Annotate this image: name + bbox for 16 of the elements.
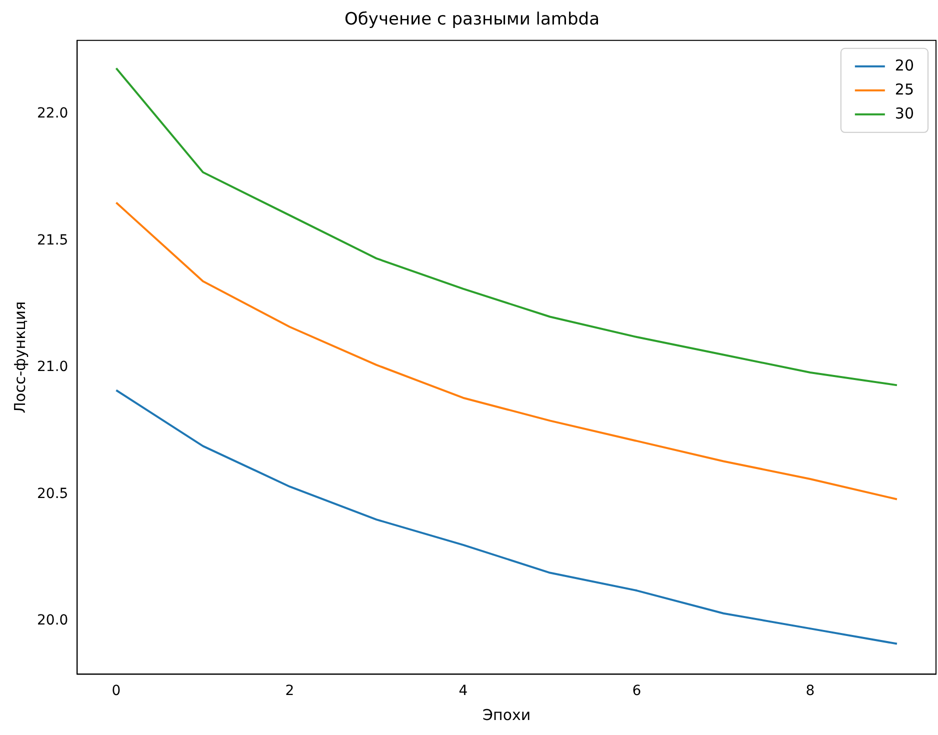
legend-label: 30: [894, 104, 914, 122]
y-axis-title: Лосс-функция: [10, 301, 29, 414]
x-tick-label: 6: [632, 683, 642, 700]
y-tick-label: 20.5: [37, 486, 68, 502]
y-tick-label: 22.0: [37, 106, 68, 122]
x-tick-label: 0: [112, 683, 121, 700]
x-tick-label: 2: [285, 683, 294, 700]
legend-label: 20: [894, 56, 914, 74]
y-tick-label: 21.0: [37, 359, 68, 376]
y-tick-label: 20.0: [37, 612, 68, 629]
x-tick-label: 4: [458, 683, 468, 700]
x-axis-title: Эпохи: [482, 706, 531, 724]
y-tick-label: 21.5: [37, 232, 68, 248]
x-tick-label: 8: [806, 683, 815, 700]
chart-title: Обучение с разными lambda: [344, 10, 600, 30]
legend-label: 25: [894, 80, 914, 98]
